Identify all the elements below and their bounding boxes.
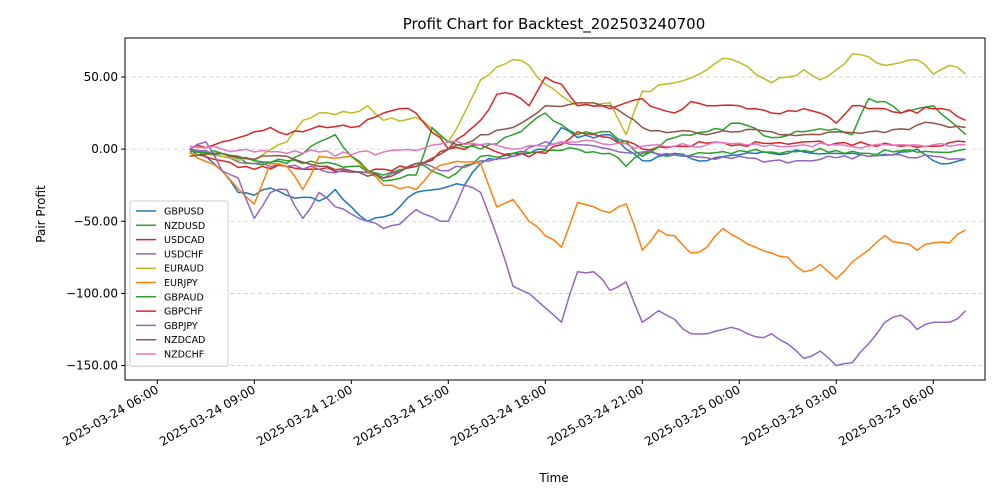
x-tick-label: 2025-03-24 09:00 bbox=[157, 382, 258, 448]
x-tick-label: 2025-03-24 06:00 bbox=[60, 382, 161, 448]
legend-entry: USDCHF bbox=[164, 249, 204, 260]
x-tick-label: 2025-03-24 15:00 bbox=[351, 382, 452, 448]
legend-entry: GBPCHF bbox=[164, 307, 203, 318]
y-tick-label: −100.00 bbox=[66, 286, 118, 300]
legend-entry: GBPJPY bbox=[164, 321, 198, 332]
series-line-gbpchf bbox=[189, 76, 966, 150]
x-axis-label: Time bbox=[538, 471, 568, 485]
x-tick-label: 2025-03-25 06:00 bbox=[836, 382, 937, 448]
plot-frame bbox=[124, 37, 986, 381]
series-line-gbpusd bbox=[189, 126, 966, 223]
x-tick-label: 2025-03-25 00:00 bbox=[642, 382, 743, 448]
series-line-usdchf bbox=[189, 141, 966, 179]
series-line-nzdcad bbox=[189, 102, 966, 179]
legend-entry: USDCAD bbox=[164, 235, 205, 246]
x-tick-label: 2025-03-24 18:00 bbox=[448, 382, 549, 448]
x-tick-label: 2025-03-24 12:00 bbox=[254, 382, 355, 448]
y-axis-label: Pair Profit bbox=[34, 185, 48, 243]
legend: GBPUSD NZDUSD USDCAD USDCHF EURAUD EURJPY GBPA… bbox=[129, 200, 229, 367]
series-line-nzdchf bbox=[189, 139, 966, 157]
x-tick-label: 2025-03-24 21:00 bbox=[545, 382, 646, 448]
x-tick-label: 2025-03-25 03:00 bbox=[739, 382, 840, 448]
legend-entry: EURAUD bbox=[164, 264, 204, 275]
y-tick-label: −50.00 bbox=[74, 214, 118, 228]
legend-entry: GBPAUD bbox=[164, 292, 204, 303]
y-axis-ticks: 50.00 0.00 −50.00 −100.00 −150.00 bbox=[66, 70, 125, 373]
legend-entry: EURJPY bbox=[164, 278, 198, 289]
y-tick-label: −150.00 bbox=[66, 359, 118, 373]
legend-entry: GBPUSD bbox=[164, 207, 204, 218]
series-line-nzdusd bbox=[189, 146, 966, 179]
y-tick-label: 0.00 bbox=[91, 142, 118, 156]
series-layer bbox=[189, 53, 967, 367]
grid-layer bbox=[125, 76, 985, 366]
legend-entry: NZDCHF bbox=[164, 350, 204, 361]
series-line-gbpjpy bbox=[189, 141, 967, 367]
legend-entry: NZDCAD bbox=[164, 335, 205, 346]
y-tick-label: 50.00 bbox=[84, 70, 118, 84]
series-line-eurjpy bbox=[189, 151, 966, 280]
legend-entry: NZDUSD bbox=[164, 221, 205, 232]
series-line-gbpaud bbox=[189, 97, 967, 182]
chart-title: Profit Chart for Backtest_202503240700 bbox=[403, 15, 706, 34]
